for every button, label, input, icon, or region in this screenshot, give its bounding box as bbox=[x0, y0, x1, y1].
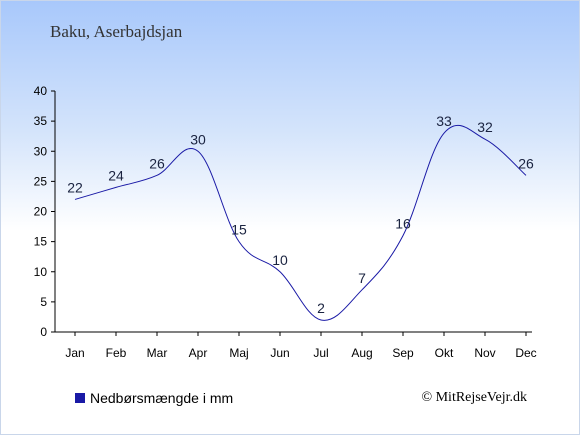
x-tick-label: Mar bbox=[147, 346, 168, 360]
data-label: 32 bbox=[477, 119, 493, 135]
data-label: 15 bbox=[231, 222, 247, 238]
data-label: 26 bbox=[518, 155, 534, 171]
x-tick-label: Aug bbox=[351, 346, 372, 360]
y-tick-label: 0 bbox=[40, 325, 47, 339]
y-tick-label: 30 bbox=[34, 144, 48, 158]
x-tick-label: Sep bbox=[392, 346, 414, 360]
x-tick-label: Jun bbox=[270, 346, 289, 360]
y-tick-label: 25 bbox=[34, 174, 48, 188]
x-tick-label: Dec bbox=[515, 346, 536, 360]
data-label: 16 bbox=[395, 216, 411, 232]
x-tick-label: Nov bbox=[474, 346, 495, 360]
y-tick-label: 20 bbox=[34, 205, 48, 219]
x-tick-label: Apr bbox=[189, 346, 208, 360]
x-tick-label: Maj bbox=[229, 346, 248, 360]
legend-swatch bbox=[75, 393, 85, 403]
data-label: 24 bbox=[108, 167, 124, 183]
data-label: 10 bbox=[272, 252, 288, 268]
legend: Nedbørsmængde i mm bbox=[75, 390, 233, 406]
data-label: 30 bbox=[190, 131, 206, 147]
y-tick-label: 40 bbox=[34, 84, 48, 98]
legend-label: Nedbørsmængde i mm bbox=[90, 390, 234, 406]
y-tick-label: 5 bbox=[40, 295, 47, 309]
x-tick-label: Okt bbox=[435, 346, 454, 360]
copyright-credit: © MitRejseVejr.dk bbox=[421, 390, 527, 405]
y-tick-label: 10 bbox=[34, 265, 48, 279]
y-tick-label: 15 bbox=[34, 235, 48, 249]
x-tick-label: Jul bbox=[313, 346, 328, 360]
data-label: 7 bbox=[358, 270, 366, 286]
y-tick-label: 35 bbox=[34, 114, 48, 128]
x-tick-label: Jan bbox=[65, 346, 84, 360]
data-label: 2 bbox=[317, 300, 325, 316]
data-label: 22 bbox=[67, 179, 83, 195]
data-label: 26 bbox=[149, 155, 165, 171]
series-line bbox=[74, 124, 527, 321]
chart-title: Baku, Aserbajdsjan bbox=[50, 22, 183, 41]
data-label: 33 bbox=[436, 113, 452, 129]
x-tick-label: Feb bbox=[106, 346, 127, 360]
